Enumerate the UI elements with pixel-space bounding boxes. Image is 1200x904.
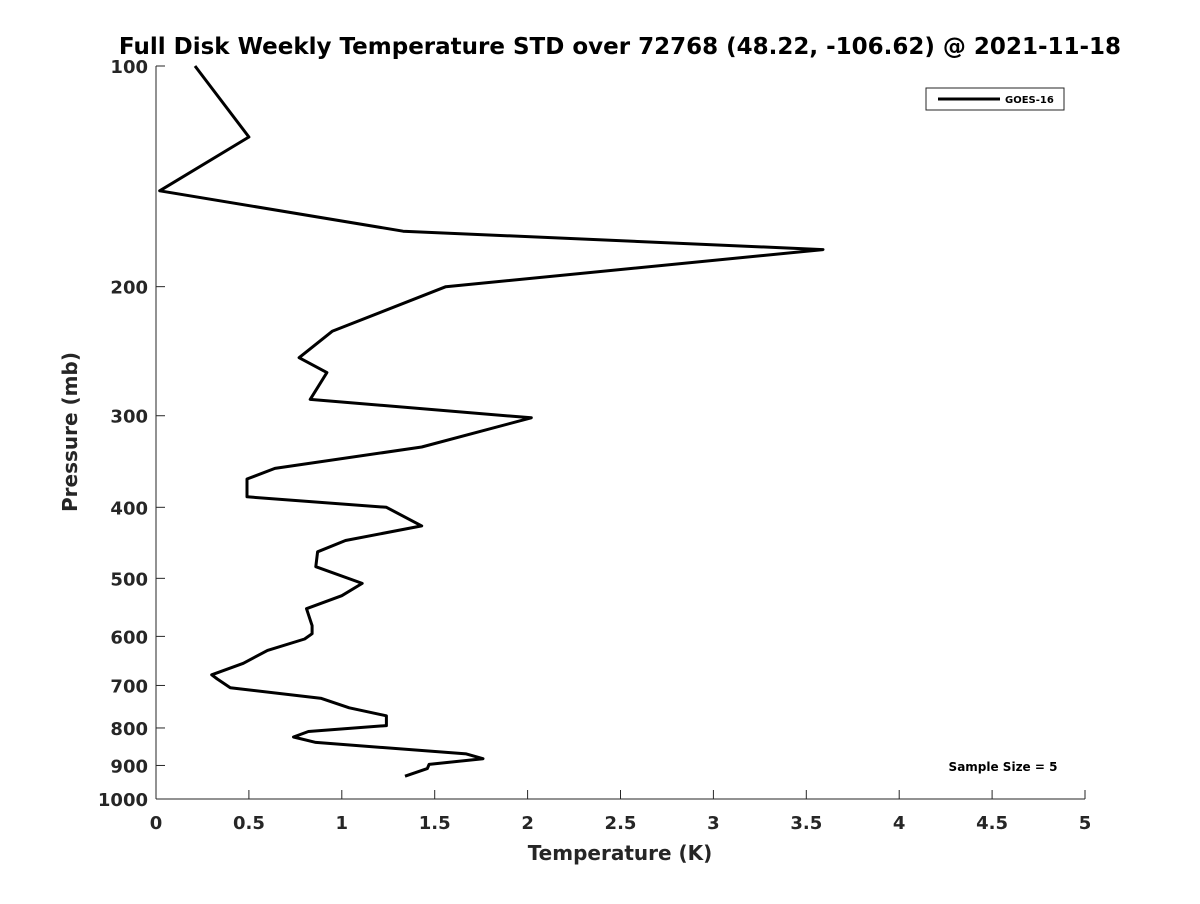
x-tick-label: 1 bbox=[336, 813, 349, 834]
x-tick-label: 0 bbox=[150, 813, 163, 834]
y-tick-label: 800 bbox=[110, 719, 148, 740]
series-line-goes-16 bbox=[158, 65, 825, 778]
y-tick-label: 100 bbox=[110, 57, 148, 78]
sample-size-annotation: Sample Size = 5 bbox=[949, 760, 1058, 774]
y-tick-label: 300 bbox=[110, 407, 148, 428]
x-tick-label: 5 bbox=[1079, 813, 1092, 834]
x-tick-label: 1.5 bbox=[419, 813, 451, 834]
legend: GOES-16 bbox=[925, 87, 1065, 111]
y-tick-label: 1000 bbox=[98, 790, 148, 811]
y-tick-label: 500 bbox=[110, 569, 148, 590]
y-tick-label: 400 bbox=[110, 498, 148, 519]
x-tick-label: 0.5 bbox=[233, 813, 265, 834]
y-axis-label: Pressure (mb) bbox=[58, 352, 82, 512]
x-tick-label: 4 bbox=[893, 813, 906, 834]
x-tick-label: 4.5 bbox=[976, 813, 1008, 834]
chart-title: Full Disk Weekly Temperature STD over 72… bbox=[119, 34, 1121, 60]
y-tick-label: 200 bbox=[110, 278, 148, 299]
x-tick-label: 2.5 bbox=[605, 813, 637, 834]
legend-entry-goes-16: GOES-16 bbox=[1005, 95, 1054, 106]
plot-area: 0 0.5 1 1.5 2 2.5 3 3.5 4 4.5 5 100 200 300 400 500 600 7… bbox=[98, 57, 1091, 834]
x-tick-label: 2 bbox=[521, 813, 534, 834]
x-tick-label: 3 bbox=[707, 813, 720, 834]
y-tick-label: 700 bbox=[110, 676, 148, 697]
x-axis-label: Temperature (K) bbox=[528, 841, 713, 865]
x-tick-label: 3.5 bbox=[790, 813, 822, 834]
y-tick-label: 900 bbox=[110, 756, 148, 777]
y-tick-label: 600 bbox=[110, 627, 148, 648]
